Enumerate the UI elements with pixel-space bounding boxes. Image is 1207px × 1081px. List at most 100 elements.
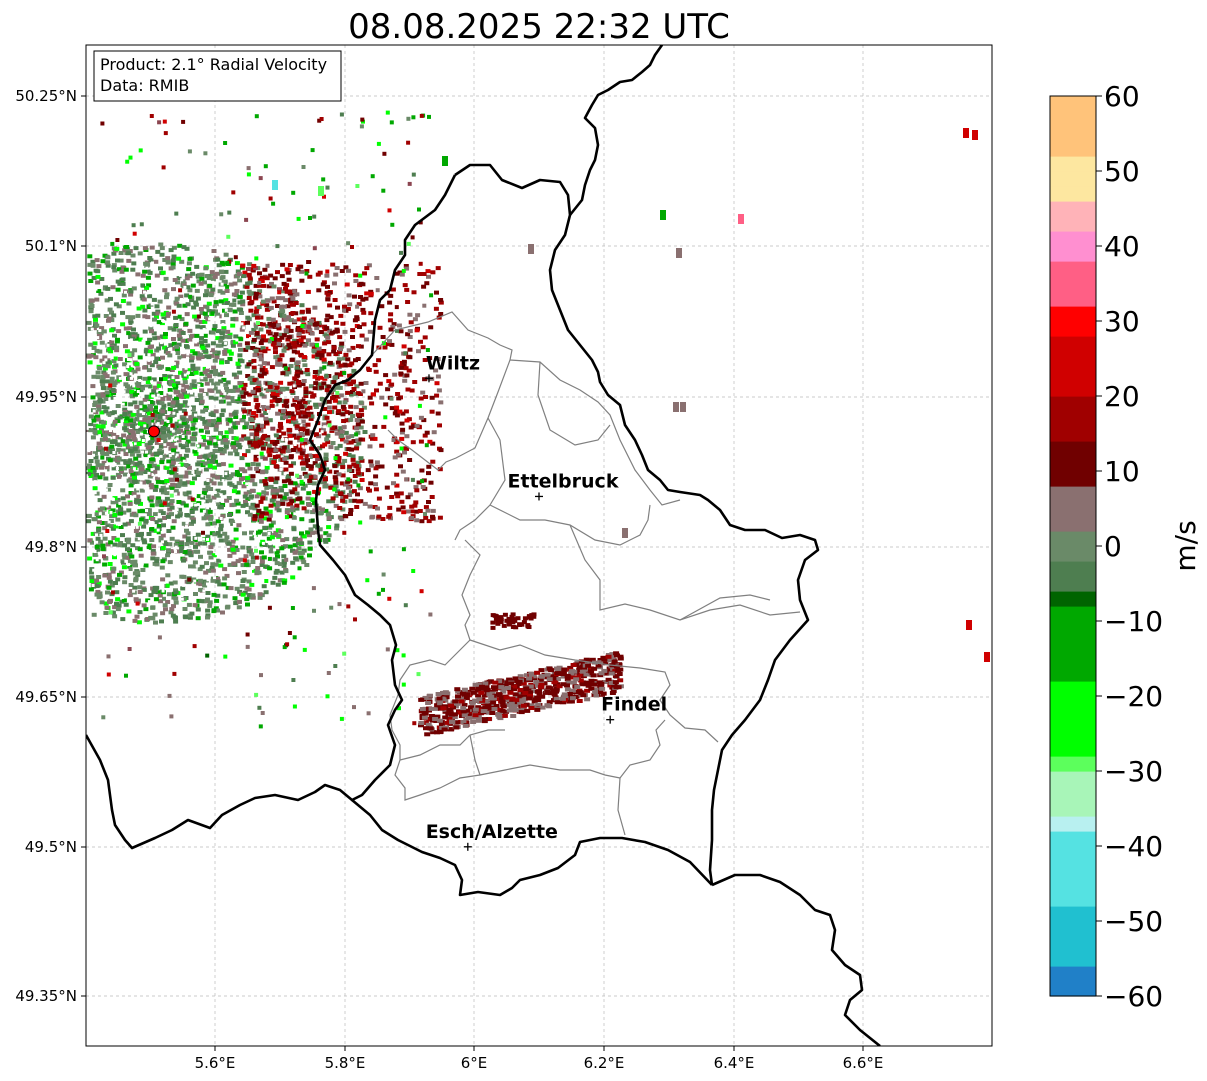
echo-pixel — [114, 246, 120, 251]
echo-pixel — [325, 694, 330, 699]
echo-pixel — [347, 373, 353, 378]
echo-pixel — [287, 290, 293, 294]
echo-pixel — [373, 482, 378, 487]
echo-pixel — [155, 335, 161, 340]
echo-pixel — [264, 420, 269, 425]
echo-pixel — [186, 352, 190, 356]
echo-pixel — [209, 270, 215, 275]
echo-pixel — [208, 516, 214, 521]
echo-pixel — [179, 541, 184, 546]
echo-pixel — [154, 356, 160, 361]
echo-pixel — [300, 427, 306, 432]
echo-pixel — [422, 335, 428, 340]
echo-pixel — [338, 426, 344, 431]
echo-pixel — [134, 614, 140, 619]
echo-pixel — [298, 420, 302, 424]
echo-pixel — [359, 478, 365, 482]
echo-pixel — [311, 501, 317, 506]
echo-pixel — [257, 592, 263, 597]
echo-pixel — [227, 553, 233, 558]
echo-pixel — [280, 371, 286, 376]
echo-pixel — [163, 443, 167, 447]
echo-pixel — [276, 533, 282, 538]
echo-pixel — [187, 328, 193, 333]
echo-pixel — [255, 469, 261, 474]
echo-pixel — [405, 332, 411, 337]
echo-pixel — [267, 544, 273, 549]
echo-pixel — [307, 553, 312, 558]
echo-pixel — [418, 339, 423, 344]
echo-pixel — [418, 415, 424, 420]
echo-pixel — [227, 356, 233, 361]
echo-pixel — [128, 292, 134, 297]
echo-pixel — [289, 357, 295, 362]
echo-pixel — [289, 398, 293, 401]
echo-pixel — [279, 353, 285, 358]
echo-pixel — [176, 430, 181, 434]
echo-pixel — [162, 415, 166, 419]
echo-pixel — [218, 431, 223, 435]
echo-pixel — [234, 467, 238, 470]
echo-pixel — [399, 436, 405, 441]
echo-pixel — [368, 459, 374, 464]
echo-pixel — [245, 496, 251, 501]
echo-pixel — [122, 407, 128, 412]
echo-pixel — [424, 443, 429, 448]
echo-pixel — [102, 366, 108, 371]
echo-pixel — [58, 496, 61, 499]
echo-pixel — [97, 430, 102, 435]
echo-pixel — [286, 502, 292, 507]
echo-pixel — [122, 575, 128, 580]
echo-pixel — [227, 332, 233, 337]
echo-pixel — [94, 578, 100, 583]
echo-pixel — [269, 382, 275, 387]
echo-pixel — [301, 379, 307, 383]
echo-pixel — [202, 311, 208, 316]
echo-pixel — [221, 490, 227, 495]
echo-pixel — [88, 422, 94, 427]
echo-pixel — [166, 305, 172, 310]
echo-pixel — [148, 404, 153, 409]
echo-pixel — [179, 574, 185, 579]
echo-pixel — [396, 507, 402, 512]
echo-pixel — [256, 380, 262, 385]
echo-pixel — [276, 428, 282, 433]
echo-pixel — [259, 514, 264, 519]
echo-pixel — [218, 299, 224, 304]
echo-pixel — [355, 412, 361, 417]
echo-pixel — [272, 276, 278, 281]
echo-pixel — [359, 124, 364, 129]
echo-pixel — [346, 447, 352, 452]
echo-pixel — [145, 617, 151, 621]
echo-pixel — [189, 510, 195, 514]
echo-pixel — [105, 255, 111, 260]
echo-pixel — [202, 319, 208, 324]
echo-pixel — [120, 459, 126, 464]
echo-pixel — [182, 440, 185, 444]
echo-pixel — [155, 311, 160, 316]
echo-pixel — [224, 573, 230, 578]
echo-pixel — [299, 309, 305, 314]
echo-pixel — [113, 524, 119, 529]
echo-pixel — [174, 396, 179, 401]
echo-pixel — [200, 409, 206, 414]
echo-pixel — [230, 340, 236, 345]
echo-pixel — [76, 294, 79, 297]
echo-pixel — [134, 373, 138, 377]
echo-pixel — [171, 431, 177, 436]
echo-pixel — [210, 451, 215, 456]
echo-pixel — [511, 679, 518, 683]
echo-pixel — [168, 379, 174, 384]
echo-pixel — [251, 327, 257, 332]
echo-pixel — [109, 318, 115, 323]
echo-pixel — [280, 262, 286, 267]
echo-pixel — [231, 445, 237, 450]
echo-pixel — [70, 424, 73, 427]
echo-pixel — [268, 345, 272, 349]
echo-pixel — [139, 222, 144, 227]
echo-pixel — [170, 427, 174, 431]
echo-pixel — [109, 340, 115, 344]
echo-pixel — [129, 441, 133, 445]
echo-pixel — [401, 510, 407, 515]
echo-pixel — [135, 525, 139, 529]
